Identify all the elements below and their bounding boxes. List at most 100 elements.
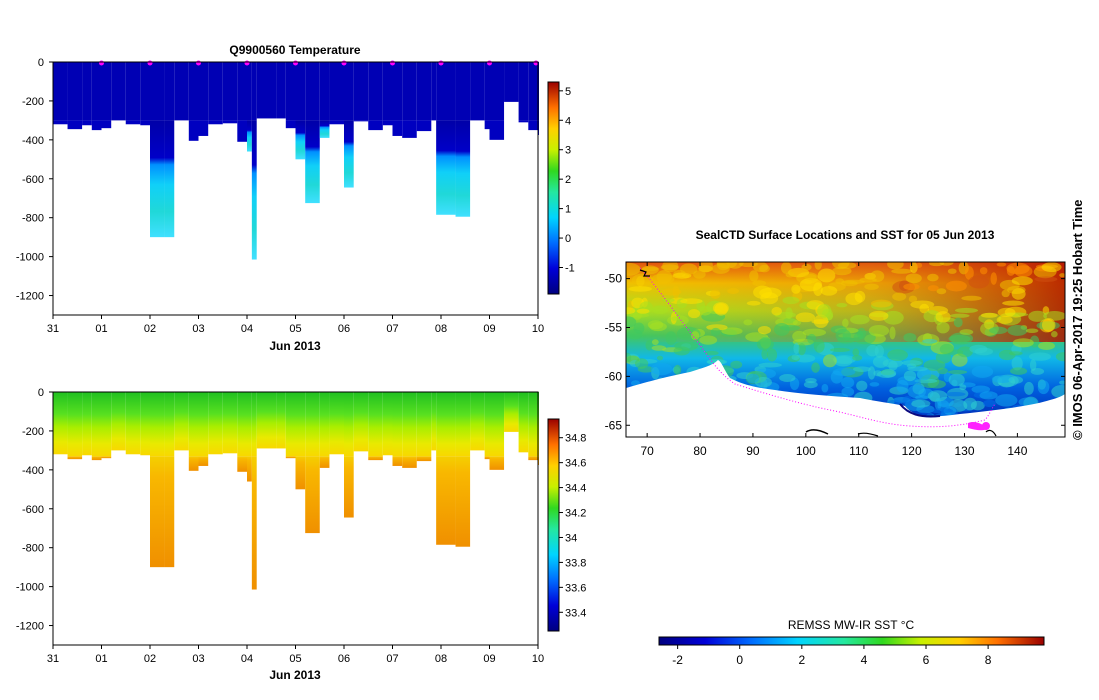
sst-texture-blob — [1028, 352, 1051, 361]
sst-texture-blob — [961, 295, 982, 301]
y-tick-label: -200 — [22, 96, 44, 108]
map-x-tick-label: 140 — [1007, 444, 1027, 458]
sst-texture-blob — [903, 370, 917, 382]
sst-texture-blob — [948, 373, 965, 387]
temperature-column-shallow — [431, 62, 437, 121]
temperature-panel: Q9900560 Temperature 0 -200 -400 -600 -800 -1… — [16, 43, 575, 353]
temperature-column-shallow — [455, 62, 471, 121]
sst-texture-blob — [1024, 381, 1034, 395]
sst-texture-blob — [903, 283, 920, 291]
surface-fix-marker — [487, 60, 492, 66]
sst-texture-blob — [727, 287, 740, 294]
sst-texture-blob — [813, 314, 829, 328]
map-x-tick-label: 70 — [640, 444, 654, 458]
sst-texture-blob — [1012, 338, 1034, 348]
sst-texture-blob — [759, 264, 770, 273]
sst-texture-blob — [627, 329, 643, 340]
sst-texture-blob — [771, 306, 782, 316]
sst-texture-blob — [1001, 289, 1010, 298]
sst-texture-blob — [953, 317, 963, 328]
colorbar-tick-label: 34.8 — [565, 433, 586, 445]
x-tick-label: 04 — [241, 653, 253, 665]
coast-outline-2 — [857, 432, 879, 437]
sst-map-field — [626, 262, 1065, 437]
temperature-column-shallow — [101, 62, 112, 121]
sst-texture-blob — [1025, 328, 1039, 334]
salinity-column-upper — [247, 392, 252, 457]
x-tick-label: 31 — [47, 323, 59, 335]
sst-texture-blob — [626, 307, 636, 315]
sst-texture-blob — [642, 266, 659, 271]
sst-texture-blob — [949, 313, 970, 318]
sst-texture-blob — [820, 285, 838, 296]
sst-texture-blob — [671, 316, 679, 321]
sst-texture-blob — [914, 378, 938, 384]
salinity-column-deep — [392, 456, 403, 466]
temperature-column-shallow — [329, 62, 344, 121]
sst-texture-blob — [710, 289, 721, 299]
sst-texture-blob — [852, 354, 863, 361]
x-tick-label: 10 — [532, 323, 544, 335]
salinity-column-upper — [82, 392, 92, 456]
sst-texture-blob — [857, 327, 866, 340]
temperature-column-deep — [329, 120, 344, 125]
salinity-column-upper — [111, 392, 126, 451]
temperature-column-shallow — [518, 62, 529, 121]
coast-outline-1 — [805, 429, 829, 435]
sst-texture-blob — [947, 268, 957, 274]
salinity-column-upper — [222, 392, 238, 454]
sst-texture-blob — [901, 360, 922, 366]
coast-outline-3 — [985, 429, 997, 437]
sst-texture-blob — [1007, 324, 1028, 336]
salinity-column-upper — [276, 392, 286, 449]
sst-texture-blob — [746, 300, 761, 306]
sst-texture-blob — [626, 316, 637, 328]
sst-texture-blob — [889, 326, 896, 340]
sst-texture-blob — [829, 347, 850, 352]
salinity-column-upper — [489, 392, 505, 457]
sst-texture-blob — [905, 273, 922, 284]
salinity-column-upper — [528, 392, 538, 457]
salinity-column-upper — [150, 392, 165, 457]
sst-texture-blob — [693, 270, 706, 279]
sst-texture-blob — [1030, 367, 1045, 375]
salinity-column-upper — [198, 392, 209, 457]
temperature-column-deep — [319, 120, 330, 138]
sst-texture-blob — [922, 338, 938, 344]
temperature-column-deep — [222, 120, 238, 124]
temperature-plot-area — [53, 60, 539, 260]
salinity-column-deep — [436, 456, 456, 545]
sst-texture-blob — [927, 390, 948, 402]
sst-texture-blob — [802, 328, 827, 337]
sst-texture-blob — [656, 355, 664, 361]
salinity-x-label: Jun 2013 — [269, 668, 321, 682]
sst-texture-blob — [813, 282, 823, 297]
temperature-column-deep — [53, 120, 68, 125]
sst-texture-blob — [1059, 273, 1065, 278]
y-tick-label: -200 — [22, 426, 44, 438]
sst-texture-blob — [758, 362, 782, 368]
sst-texture-blob — [1037, 380, 1050, 395]
salinity-column-upper — [295, 392, 306, 457]
sst-colorbar-tick-label: 0 — [736, 653, 743, 667]
sst-texture-blob — [673, 346, 690, 356]
temperature-column-deep — [353, 120, 369, 122]
sst-map-y-axis: -50 -55 -60 -65 — [605, 272, 1065, 432]
sst-texture-blob — [672, 285, 680, 299]
sst-texture-blob — [1011, 356, 1023, 371]
seal-current-location — [982, 422, 990, 430]
temperature-column-deep — [82, 120, 92, 126]
x-tick-label: 10 — [532, 653, 544, 665]
temperature-column-deep — [368, 120, 383, 131]
salinity-column-deep — [528, 456, 538, 461]
x-tick-label: 06 — [338, 323, 350, 335]
sst-texture-blob — [680, 298, 703, 304]
surface-fix-marker — [341, 60, 347, 66]
sst-texture-blob — [662, 298, 675, 303]
sst-texture-blob — [665, 331, 677, 346]
temperature-column-shallow — [489, 62, 505, 121]
temperature-column-deep — [305, 120, 320, 204]
salinity-column-upper — [285, 392, 296, 457]
sst-texture-blob — [959, 329, 974, 335]
temperature-x-label: Jun 2013 — [269, 339, 321, 353]
